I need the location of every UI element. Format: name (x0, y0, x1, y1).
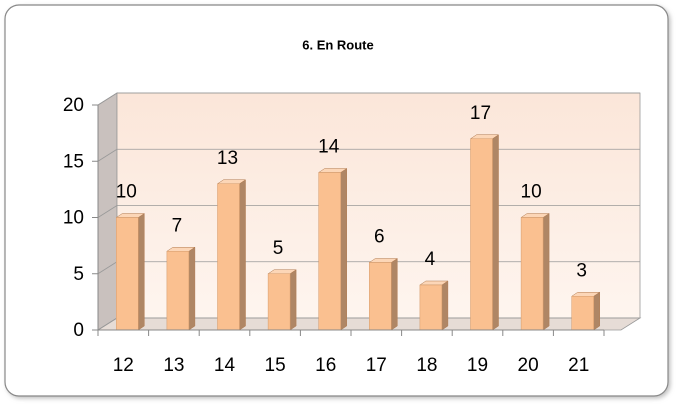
data-label: 6 (374, 227, 385, 248)
y-tick-label: 5 (73, 264, 84, 285)
x-tick-label: 15 (265, 355, 286, 376)
x-tick-label: 18 (416, 355, 437, 376)
bar-face (470, 138, 493, 331)
bar-face (116, 217, 139, 331)
x-tick-label: 12 (113, 355, 134, 376)
bar (570, 291, 601, 331)
y-tick-label: 0 (73, 320, 84, 341)
bar-side (593, 291, 600, 331)
data-label: 17 (470, 103, 491, 124)
bar-side (492, 134, 499, 331)
x-tick-label: 13 (163, 355, 184, 376)
x-tick-label: 19 (467, 355, 488, 376)
grid-line (97, 92, 118, 106)
bar-face (318, 172, 341, 331)
bar-side (391, 258, 398, 331)
data-label: 4 (425, 249, 436, 270)
bar (419, 280, 449, 331)
bar-side (289, 269, 297, 331)
bar (216, 179, 247, 331)
y-tick-label: 10 (63, 208, 84, 229)
bar-side (138, 213, 145, 331)
bar-face (419, 284, 443, 331)
y-tick-label: 20 (63, 95, 84, 116)
bar (166, 246, 196, 331)
bar-side (239, 179, 246, 331)
bar-face (571, 296, 594, 331)
bar-face (166, 251, 190, 331)
bar (368, 258, 399, 331)
y-tick-label: 15 (63, 151, 84, 172)
bar-side (340, 168, 347, 331)
bar-face (369, 262, 392, 331)
grid-line (97, 261, 118, 275)
data-label: 13 (217, 148, 238, 169)
grid-line (97, 317, 118, 331)
x-tick-label: 21 (568, 355, 589, 376)
bar (115, 213, 146, 331)
grid-line (97, 205, 118, 218)
bars (115, 134, 601, 331)
bar (267, 269, 297, 331)
bar (469, 134, 500, 331)
data-label: 10 (116, 182, 137, 203)
data-label: 3 (576, 260, 587, 281)
bar-side (188, 246, 196, 331)
bar-side (441, 280, 449, 331)
x-tick-label: 20 (518, 355, 539, 376)
grid-line (97, 148, 118, 162)
bar (520, 213, 550, 331)
data-label: 5 (273, 238, 284, 259)
bar-face (520, 217, 544, 331)
bar-face (217, 183, 240, 331)
data-label: 7 (172, 215, 183, 236)
x-tick-label: 17 (366, 355, 387, 376)
chart-title: 6. En Route (302, 37, 374, 52)
data-label: 10 (521, 182, 542, 203)
data-label: 14 (318, 137, 340, 158)
bar (317, 168, 348, 331)
bar-face (267, 273, 291, 331)
x-tick-label: 14 (214, 355, 236, 376)
bar-side (542, 213, 550, 331)
x-tick-label: 16 (315, 355, 336, 376)
